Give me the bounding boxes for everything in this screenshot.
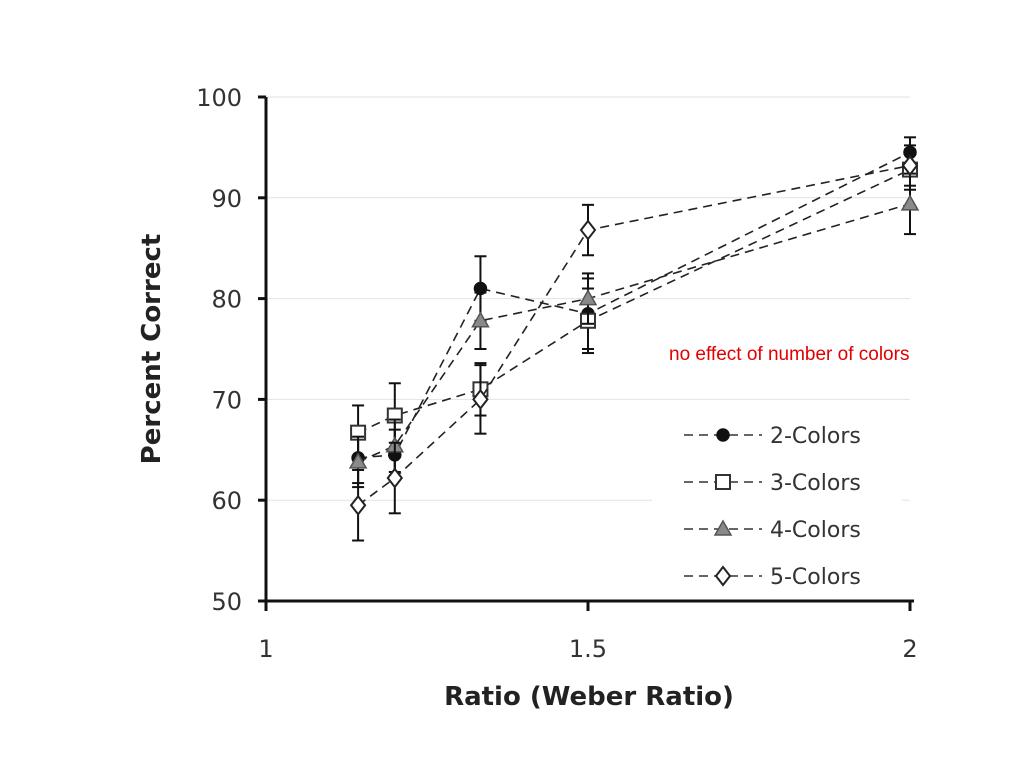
marker-2-colors [716, 428, 730, 442]
marker-5-colors [472, 388, 489, 411]
y-tick-label: 70 [211, 386, 242, 414]
y-tick-label: 60 [211, 487, 242, 515]
legend-item: 4-Colors [684, 518, 861, 543]
y-tick-label: 80 [211, 286, 242, 314]
x-tick-label: 1 [258, 635, 273, 663]
legend-label: 5-Colors [770, 565, 861, 590]
x-axis-title: Ratio (Weber Ratio) [444, 682, 734, 712]
marker-5-colors [714, 565, 732, 587]
series-line [358, 151, 911, 459]
marker-5-colors [901, 154, 919, 177]
y-axis-title: Percent Correct [137, 234, 167, 465]
marker-4-colors [471, 311, 490, 328]
series-line [357, 168, 911, 434]
marker-4-colors [713, 519, 733, 536]
y-tick-label: 50 [211, 588, 242, 616]
marker-5-colors [349, 494, 367, 516]
legend-label: 3-Colors [770, 471, 861, 496]
marker-5-colors [579, 219, 597, 241]
legend-label: 4-Colors [770, 518, 861, 543]
y-tick-label: 90 [211, 185, 242, 213]
axes [258, 95, 914, 611]
series-line [357, 164, 911, 506]
marker-4-colors [578, 289, 598, 306]
marker-4-colors [348, 452, 368, 469]
series-layer [348, 136, 920, 542]
marker-3-colors [715, 474, 731, 490]
marker-4-colors [900, 194, 920, 211]
legend: 2-Colors 3-Colors 4-Colors 5-Colors [652, 410, 902, 595]
x-tick-label: 2 [902, 635, 917, 663]
y-tick-label: 100 [196, 84, 242, 112]
legend-item: 3-Colors [684, 471, 861, 496]
legend-item: 5-Colors [684, 565, 861, 590]
legend-background [652, 410, 902, 595]
legend-item: 2-Colors [684, 424, 861, 449]
annotation-text: no effect of number of colors [669, 344, 909, 365]
legend-label: 2-Colors [770, 424, 861, 449]
marker-5-colors [386, 467, 404, 489]
tick-labels: 50 60 70 80 90 100 1 1.5 2 [196, 84, 917, 663]
x-tick-label: 1.5 [569, 635, 607, 663]
series-5-colors [349, 144, 919, 542]
series-line [357, 203, 911, 463]
